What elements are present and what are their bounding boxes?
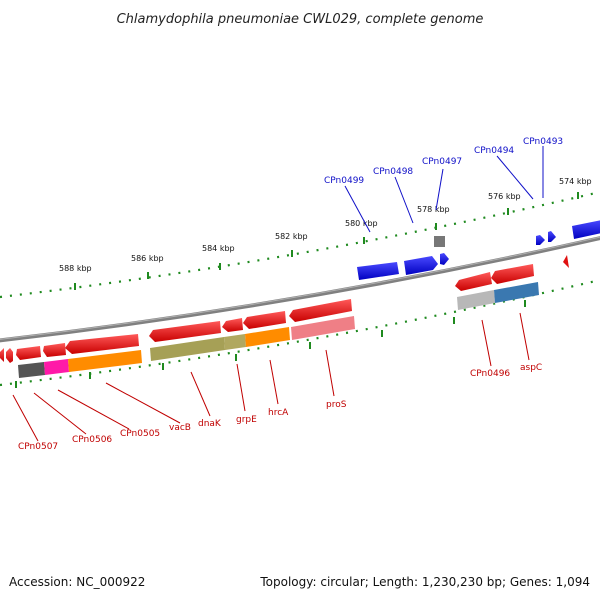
accession-text: Accession: NC_000922	[9, 575, 145, 589]
kbp-label: 584 kbp	[202, 244, 235, 253]
gene-label: CPn0497	[422, 157, 462, 167]
gene-label: grpE	[236, 415, 257, 425]
gene-label: CPn0496	[470, 369, 510, 379]
forward-genes	[357, 220, 600, 280]
gene-label: proS	[326, 400, 347, 410]
gene-label: dnaK	[198, 419, 222, 429]
kbp-label: 576 kbp	[488, 192, 521, 201]
gene-label: CPn0494	[474, 146, 514, 156]
map-title: Chlamydophila pneumoniae CWL029, complet…	[117, 12, 484, 27]
topology-text: Topology: circular; Length: 1,230,230 bp…	[259, 575, 590, 589]
gene-hrca-arrow	[243, 311, 286, 329]
gene-vacb-arrow	[65, 334, 139, 354]
gene-label: vacB	[169, 423, 191, 433]
gene-cpn0498	[404, 256, 438, 275]
kbp-labels: 574 kbp 576 kbp 578 kbp 580 kbp 582 kbp …	[59, 177, 592, 273]
gene-dnak-arrow	[149, 321, 221, 342]
gene-cpn0494	[536, 235, 545, 245]
gene-cpn0507b-arrow	[0, 348, 4, 362]
kbp-label: 588 kbp	[59, 264, 92, 273]
top-gene-labels: CPn0493 CPn0494 CPn0497 CPn0498 CPn0499	[324, 137, 563, 186]
gene-cpn0506-arrow	[16, 346, 41, 360]
top-leader-lines	[344, 146, 544, 233]
gene-grpe-arrow	[222, 318, 243, 332]
gene-label: CPn0493	[523, 137, 563, 147]
gene-label: hrcA	[268, 408, 289, 418]
kbp-label: 580 kbp	[345, 219, 378, 228]
gene-label: CPn0506	[72, 435, 112, 445]
genome-backbone-highlight	[0, 236, 600, 340]
gene-cpn0494b	[548, 231, 556, 242]
kbp-label: 574 kbp	[559, 177, 592, 186]
gene-cpn0496-arrow	[455, 272, 492, 291]
gene-label: CPn0498	[373, 167, 413, 177]
gene-pros-arrow	[289, 299, 352, 322]
bottom-gene-labels: CPn0496 aspC proS hrcA grpE dnaK vacB CP…	[18, 363, 542, 452]
gene-label: CPn0507	[18, 442, 58, 452]
gene-cpn0507-arrow	[6, 348, 13, 363]
gene-gray-marker	[434, 236, 445, 247]
gene-label: aspC	[520, 363, 542, 373]
forward-scale-track	[0, 190, 600, 299]
gene-cpn0493	[572, 220, 600, 239]
annotation-bars	[18, 282, 539, 378]
gene-cpn0497	[440, 253, 449, 265]
gene-cpn0505-arrow	[43, 343, 66, 357]
gene-aspc-arrow	[491, 264, 534, 284]
kbp-label: 578 kbp	[417, 205, 450, 214]
gene-label: CPn0505	[120, 429, 160, 439]
genome-backbone	[0, 236, 600, 343]
major-ticks	[15, 192, 579, 388]
gene-label: CPn0499	[324, 176, 364, 186]
bottom-leader-lines	[12, 312, 530, 442]
gene-small-arrow	[563, 255, 569, 268]
kbp-label: 586 kbp	[131, 254, 164, 263]
gene-cpn0499	[357, 262, 399, 280]
reverse-genes	[0, 255, 569, 363]
kbp-label: 582 kbp	[275, 232, 308, 241]
